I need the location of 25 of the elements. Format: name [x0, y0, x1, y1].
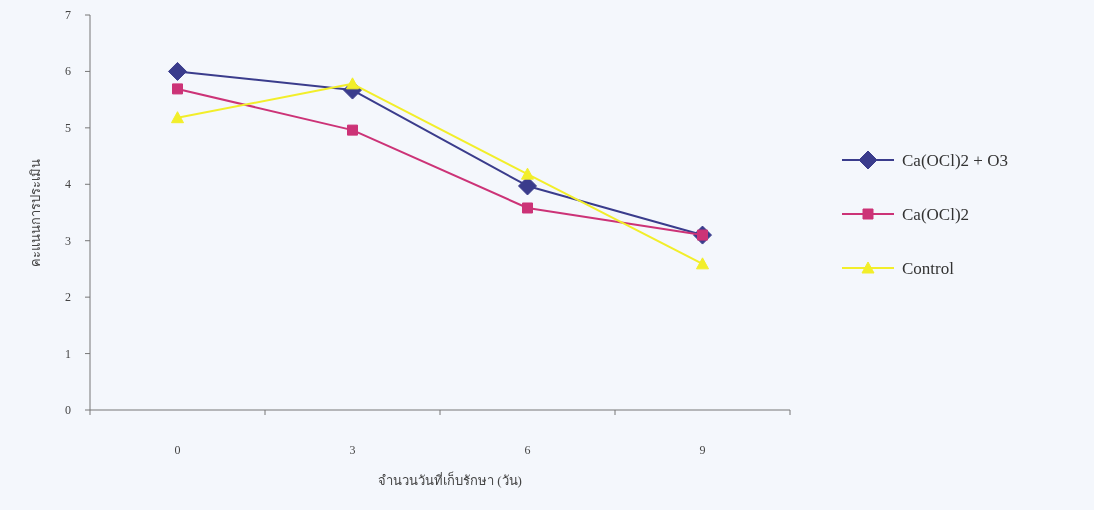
x-tick-label: 6	[524, 443, 531, 457]
point	[696, 257, 709, 270]
point	[522, 202, 533, 214]
point	[172, 83, 183, 95]
legend-label: Ca(OCl)2 + O3	[902, 151, 1008, 170]
x-axis-title: จำนวนวันที่เก็บรักษา (วัน)	[378, 471, 522, 488]
x-tick-label: 3	[349, 443, 356, 457]
x-tick-label: 9	[699, 443, 706, 457]
legend-label: Ca(OCl)2	[902, 205, 970, 224]
y-tick-label: 3	[65, 233, 71, 248]
y-tick-label: 1	[65, 346, 71, 361]
point	[347, 124, 358, 136]
y-tick-label: 2	[65, 290, 71, 305]
y-tick-label: 7	[65, 8, 71, 22]
y-tick-label: 6	[65, 64, 71, 79]
point	[168, 61, 187, 81]
x-tick-label: 0	[174, 443, 181, 457]
y-tick-label: 0	[65, 403, 71, 417]
legend-label: Control	[902, 259, 955, 278]
point	[171, 111, 184, 124]
y-tick-label: 5	[65, 120, 71, 135]
point	[346, 77, 359, 90]
y-tick-label: 4	[65, 177, 71, 192]
point	[521, 167, 534, 180]
y-axis-title: คะแนนการประเมิน	[28, 158, 43, 267]
